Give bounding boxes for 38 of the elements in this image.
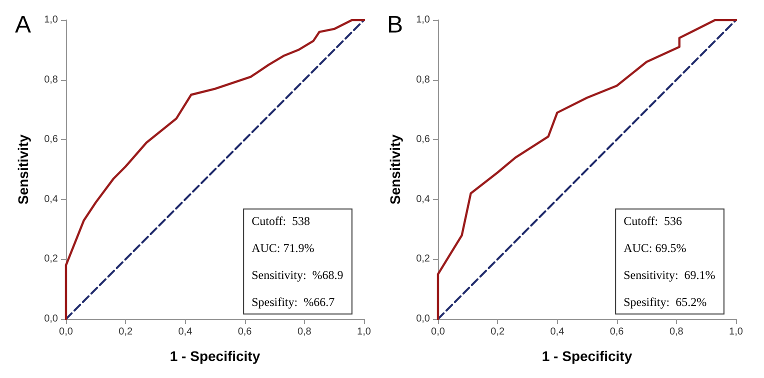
x-tick-label: 0,0: [59, 326, 74, 338]
chart-title: B: [387, 12, 404, 38]
y-tick-label: 0,2: [416, 254, 430, 265]
y-tick-label: 0,0: [44, 314, 58, 324]
x-tick-label: 0,4: [550, 326, 565, 338]
y-tick-label: 0,2: [44, 254, 58, 265]
annotation: Spesifity: %66.7: [252, 294, 335, 309]
y-axis-title: Sensitivity: [387, 134, 403, 205]
chart-title: A: [15, 12, 32, 38]
annotation: Spesifity: 65.2%: [624, 294, 707, 309]
annotation: Cutoff: 536: [624, 214, 682, 228]
y-tick-label: 0,4: [416, 194, 430, 205]
y-tick-label: 0,0: [416, 314, 430, 324]
x-tick-label: 1,0: [729, 326, 744, 338]
x-tick-label: 0,8: [669, 326, 684, 338]
x-tick-label: 0,0: [431, 326, 446, 338]
x-tick-label: 0,8: [297, 326, 312, 338]
annotation: AUC: 69.5%: [624, 240, 686, 255]
x-axis-title: 1 - Specificity: [542, 348, 632, 364]
annotation: Cutoff: 538: [252, 214, 310, 228]
x-tick-label: 0,6: [610, 326, 624, 338]
y-tick-label: 0,6: [416, 134, 430, 146]
y-tick-label: 0,6: [44, 134, 58, 146]
y-tick-label: 1,0: [416, 14, 430, 26]
x-tick-label: 1,0: [357, 326, 372, 338]
y-tick-label: 0,8: [44, 74, 58, 86]
y-axis-title: Sensitivity: [15, 134, 31, 205]
y-tick-label: 0,8: [416, 74, 430, 86]
x-tick-label: 0,2: [118, 326, 133, 338]
x-tick-label: 0,6: [238, 326, 252, 338]
annotation: AUC: 71.9%: [252, 240, 314, 255]
y-tick-label: 0,4: [44, 194, 58, 205]
x-tick-label: 0,2: [490, 326, 505, 338]
x-axis-title: 1 - Specificity: [170, 348, 260, 364]
y-tick-label: 1,0: [44, 14, 58, 26]
annotation: Sensitivity: %68.9: [252, 268, 344, 282]
annotation: Sensitivity: 69.1%: [624, 268, 716, 282]
x-tick-label: 0,4: [178, 326, 193, 338]
